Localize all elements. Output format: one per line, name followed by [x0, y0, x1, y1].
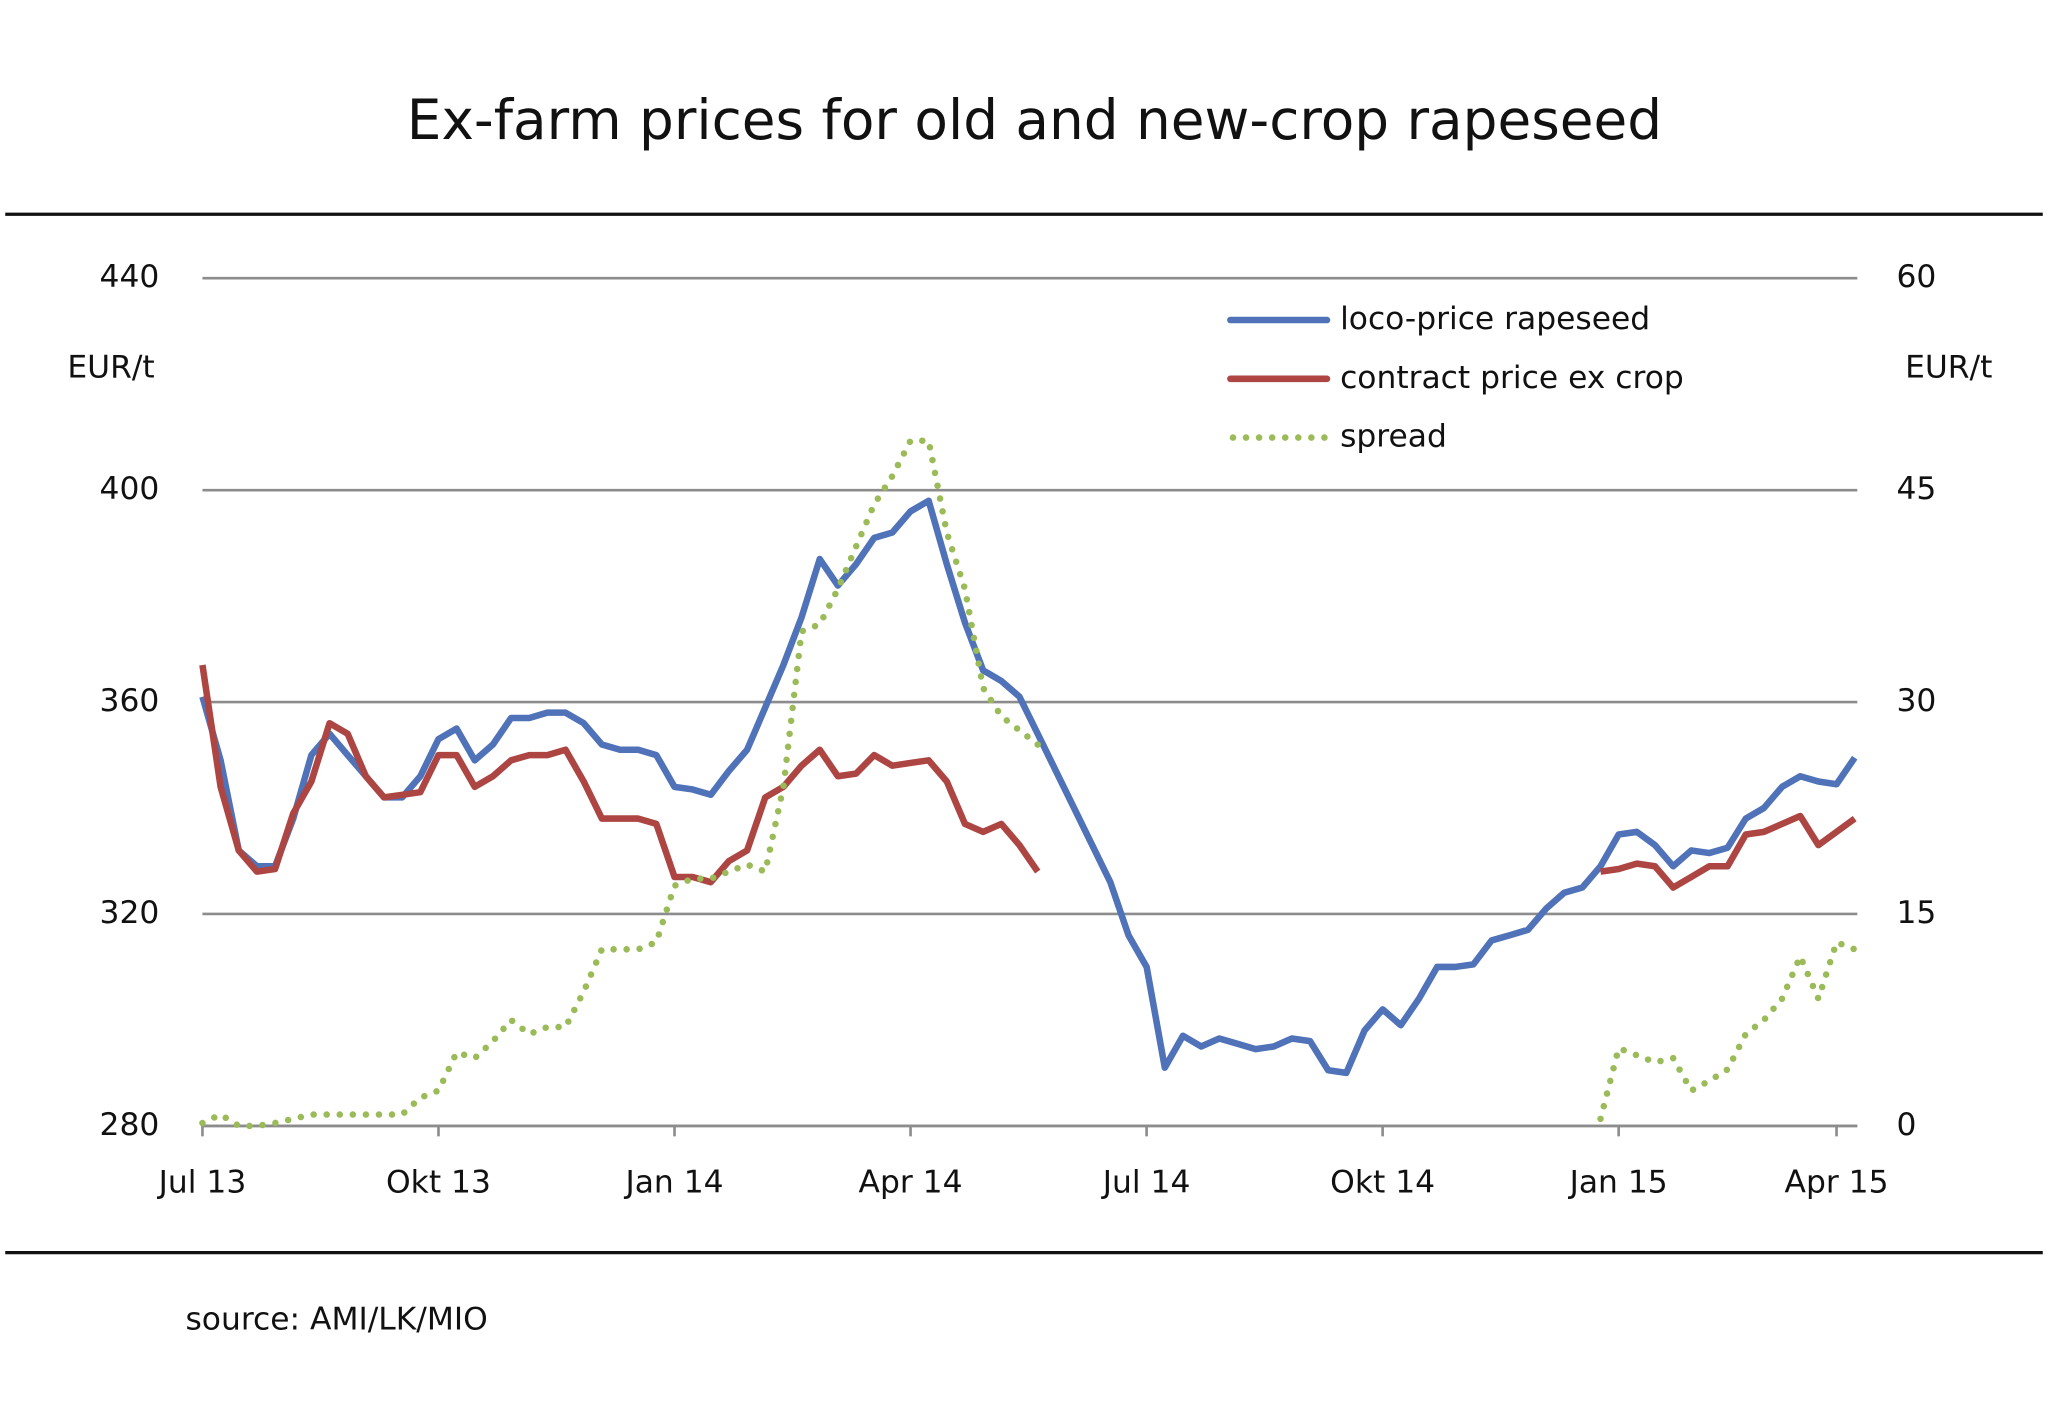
- source-note: source: AMI/LK/MIO: [185, 1302, 487, 1338]
- legend-label: loco-price rapeseed: [1340, 301, 1650, 337]
- x-tick-label: Apr 14: [859, 1164, 963, 1200]
- y2-tick-label: 30: [1896, 683, 1936, 719]
- y2-tick-label: 0: [1896, 1107, 1916, 1143]
- x-tick-label: Jan 15: [1568, 1164, 1668, 1200]
- chart-title: Ex-farm prices for old and new-crop rape…: [407, 88, 1662, 152]
- y-tick-label: 440: [100, 259, 160, 295]
- legend-label: spread: [1340, 419, 1447, 455]
- x-tick-label: Apr 15: [1785, 1164, 1889, 1200]
- y2-axis-unit: EUR/t: [1905, 349, 1992, 385]
- y-tick-label: 360: [100, 683, 160, 719]
- line-series: [199, 497, 1858, 1077]
- line-series: [199, 437, 1858, 1130]
- x-tick-label: Jul 13: [157, 1164, 247, 1200]
- y2-tick-label: 60: [1896, 259, 1936, 295]
- y-axis-unit: EUR/t: [67, 349, 154, 385]
- y-tick-label: 320: [100, 895, 160, 931]
- line-series: [199, 664, 1857, 891]
- x-tick-label: Jul 14: [1101, 1164, 1191, 1200]
- y-tick-label: 400: [100, 471, 160, 507]
- legend-label: contract price ex crop: [1340, 360, 1684, 396]
- y-tick-label: 280: [100, 1107, 160, 1143]
- y2-tick-label: 45: [1896, 471, 1936, 507]
- x-tick-label: Okt 14: [1330, 1164, 1435, 1200]
- y2-tick-label: 15: [1896, 895, 1936, 931]
- x-tick-label: Jan 14: [623, 1164, 723, 1200]
- x-tick-label: Okt 13: [386, 1164, 491, 1200]
